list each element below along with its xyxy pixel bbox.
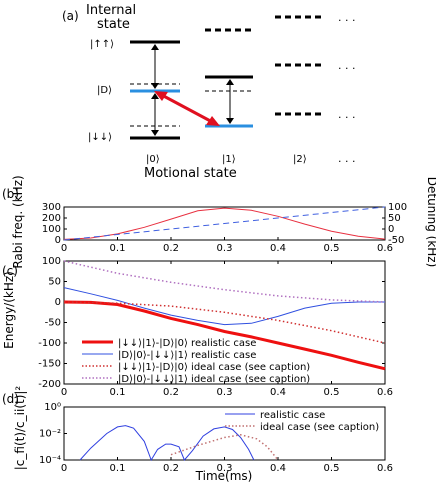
ellipsis-row2: . . . — [338, 59, 355, 72]
panel-d-label: (d) — [2, 392, 19, 406]
arrow-uu-to-D — [151, 44, 159, 89]
panel-d-ylabel: |c_fi(t)/c_ii(t)|² — [13, 386, 27, 471]
panel-b-xtick-label: 0.2 — [163, 243, 179, 254]
panel-d: (d) |c_fi(t)/c_ii(t)|² 0 0.1 0.2 0.3 0.4 0.5 0… — [2, 386, 393, 483]
panel-d-ytick-label: 10⁻² — [39, 429, 61, 440]
panel-d-series-2 — [170, 434, 279, 461]
legend-d-entry-1: realistic case — [260, 410, 325, 421]
panel-b-ytick-left-label: 200 — [42, 213, 61, 224]
panel-d-ytick-label: 10⁰ — [44, 402, 61, 413]
panel-d-frame — [63, 406, 386, 461]
panel-b-ylabel-right: Detuning (kHz) — [425, 177, 436, 268]
legend-entry-1: |↓↓⟩|1⟩-|D⟩|0⟩ realistic case — [118, 338, 256, 349]
red-transition-arrow — [154, 91, 220, 126]
panel-b-ytick-right-label: 100 — [388, 202, 407, 213]
panel-b-ytick-left-label: 0 — [55, 235, 61, 246]
panel-b-xtick-label: 0.4 — [270, 243, 286, 254]
panel-c-xtick-label: 0.1 — [110, 387, 126, 398]
panel-b-xtick-label: 0 — [61, 243, 67, 254]
panel-c-legend: |↓↓⟩|1⟩-|D⟩|0⟩ realistic case |D⟩|0⟩-|↓↓… — [82, 338, 310, 385]
state-label-dd: |↓↓⟩ — [88, 132, 112, 143]
legend-entry-4: |D⟩|0⟩-|↓↓⟩|1⟩ ideal case (see caption) — [118, 374, 310, 385]
panel-c-ytick-label: -50 — [45, 318, 61, 329]
panel-c-xtick-label: 0.5 — [324, 387, 340, 398]
panel-c-series-4 — [63, 260, 386, 303]
panel-b-ytick-right-label: 50 — [388, 213, 401, 224]
panel-c-series-1 — [63, 300, 386, 371]
panel-b-xtick-label: 0.5 — [324, 243, 340, 254]
panel-c-ytick-label: -150 — [38, 359, 61, 370]
panel-c-xtick-label: 0 — [61, 387, 67, 398]
panel-c-xtick-label: 0.2 — [163, 387, 179, 398]
panel-b-ytick-right-label: 0 — [388, 224, 394, 235]
legend-d-entry-2: ideal case (see caption) — [260, 422, 379, 433]
panel-d-xlabel: Time(ms) — [195, 469, 253, 483]
panel-d-xtick-label: 0.2 — [163, 463, 179, 474]
panel-c-ytick-label: -200 — [38, 379, 61, 390]
legend-entry-3: |↓↓⟩|1⟩-|D⟩|0⟩ ideal case (see caption) — [118, 362, 310, 373]
panel-d-xtick-label: 0.5 — [324, 463, 340, 474]
internal-state-label-line2: state — [97, 17, 130, 32]
panel-b-ylabel-left: Rabi freq. (kHz) — [11, 175, 25, 268]
panel-c-xtick-label: 0.6 — [377, 387, 393, 398]
arrow-D-to-dd — [151, 93, 159, 136]
panel-d-xtick-label: 0.6 — [377, 463, 393, 474]
panel-c-series-2 — [63, 287, 385, 326]
panel-c-ytick-label: -100 — [38, 338, 61, 349]
panel-c-xtick-label: 0.3 — [217, 387, 233, 398]
panel-b-series-2 — [63, 206, 386, 241]
panel-b-ytick-left-label: 100 — [42, 224, 61, 235]
panel-b-ytick-left-label: 300 — [42, 202, 61, 213]
panel-c-ytick-label: 50 — [48, 277, 61, 288]
panel-b-xtick-label: 0.3 — [217, 243, 233, 254]
motional-state-label: Motional state — [144, 166, 237, 181]
ellipsis-row3: . . . — [338, 108, 355, 121]
panel-c-label: (c) — [2, 264, 18, 278]
panel-d-xtick-label: 0.1 — [110, 463, 126, 474]
state-label-uu: |↑↑⟩ — [90, 39, 114, 50]
panel-d-ytick-label: 10⁻⁴ — [39, 455, 61, 466]
panel-c-ytick-label: 0 — [55, 297, 61, 308]
panel-a: (a) Internal state |↑↑⟩ |D⟩ |↓↓⟩ . . . .… — [62, 3, 355, 181]
panel-c: (c) Energy/(kHz) 0 0.1 0.2 0.3 0.4 0.5 0.6 -200… — [2, 256, 393, 398]
panel-c-xtick-label: 0.4 — [270, 387, 286, 398]
panel-b: (b) Rabi freq. (kHz) Detuning (kHz) 0 0.1… — [2, 175, 436, 268]
panel-d-xtick-label: 0.4 — [270, 463, 286, 474]
panel-b-xtick-label: 0.6 — [377, 243, 393, 254]
panel-d-xtick-label: 0 — [61, 463, 67, 474]
panel-d-legend: realistic case ideal case (see caption) — [225, 410, 379, 433]
panel-b-ytick-right-label: -50 — [388, 235, 404, 246]
panel-d-series-1 — [79, 425, 255, 462]
arrow-D1-to-dd1 — [226, 79, 234, 124]
panel-b-series-1 — [63, 207, 386, 240]
motional-tick-2: |2⟩ — [293, 154, 307, 165]
panel-b-label: (b) — [2, 187, 19, 201]
panel-a-label: (a) — [62, 9, 79, 23]
panel-c-series-3 — [63, 301, 386, 344]
motional-tick-1: |1⟩ — [222, 154, 236, 165]
panel-d-xtick-label: 0.3 — [217, 463, 233, 474]
panel-b-xtick-label: 0.1 — [110, 243, 126, 254]
panel-c-ylabel: Energy/(kHz) — [2, 271, 16, 349]
panel-c-ytick-label: 100 — [42, 256, 61, 267]
ellipsis-row1: . . . — [338, 11, 355, 24]
state-label-D: |D⟩ — [97, 85, 112, 96]
ellipsis-row4: . . . — [338, 152, 355, 165]
legend-entry-2: |D⟩|0⟩-|↓↓⟩|1⟩ realistic case — [118, 350, 256, 361]
motional-tick-0: |0⟩ — [146, 154, 160, 165]
internal-state-label-line1: Internal — [86, 3, 136, 18]
